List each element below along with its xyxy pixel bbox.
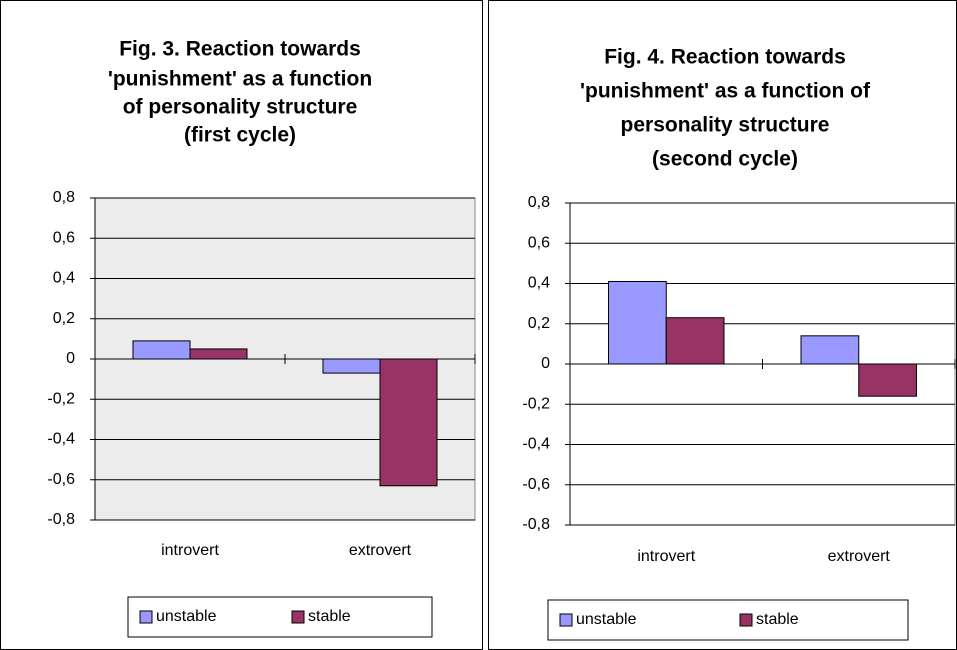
y-tick-label: 0,8 bbox=[53, 189, 75, 206]
legend-label: unstable bbox=[156, 608, 217, 625]
x-tick-label: extrovert bbox=[828, 548, 891, 565]
chart-title: Fig. 4. Reaction towards bbox=[604, 46, 846, 69]
x-tick-label: introvert bbox=[161, 542, 219, 559]
y-tick-label: 0,2 bbox=[528, 315, 550, 332]
x-tick-label: introvert bbox=[637, 548, 695, 565]
chart-title: 'punishment' as a function of bbox=[580, 80, 871, 103]
y-tick-label: -0,4 bbox=[47, 431, 75, 448]
y-tick-label: 0,6 bbox=[528, 234, 550, 251]
legend-label: stable bbox=[756, 611, 799, 628]
chart-title: of personality structure bbox=[123, 96, 358, 119]
bar bbox=[800, 335, 860, 365]
chart-title: 'punishment' as a function bbox=[108, 68, 372, 91]
y-tick-label: 0,8 bbox=[528, 194, 550, 211]
legend-swatch bbox=[291, 610, 305, 624]
legend-label: unstable bbox=[576, 611, 637, 628]
legend-swatch bbox=[739, 613, 753, 627]
legend-box bbox=[127, 596, 433, 638]
chart-title: personality structure bbox=[621, 114, 830, 137]
y-tick-label: -0,6 bbox=[47, 471, 75, 488]
y-tick-label: 0,4 bbox=[528, 275, 550, 292]
bar bbox=[189, 348, 248, 360]
chart-title: (first cycle) bbox=[184, 124, 296, 147]
bar bbox=[608, 280, 667, 365]
y-tick-label: -0,2 bbox=[47, 390, 75, 407]
bar bbox=[132, 340, 191, 360]
chart-title: Fig. 3. Reaction towards bbox=[119, 38, 361, 61]
legend-label: stable bbox=[308, 608, 351, 625]
y-tick-label: -0,6 bbox=[522, 476, 550, 493]
y-tick-label: 0 bbox=[66, 350, 75, 367]
y-tick-label: 0,2 bbox=[53, 310, 75, 327]
bar bbox=[665, 317, 725, 365]
bar bbox=[379, 358, 438, 487]
y-tick-label: 0 bbox=[541, 355, 550, 372]
legend-box bbox=[547, 599, 909, 641]
chart-title: (second cycle) bbox=[652, 148, 798, 171]
x-tick-label: extrovert bbox=[349, 542, 412, 559]
bar bbox=[322, 358, 381, 374]
y-tick-label: -0,8 bbox=[47, 511, 75, 528]
legend-swatch bbox=[139, 610, 153, 624]
legend-swatch bbox=[559, 613, 573, 627]
y-tick-label: -0,4 bbox=[522, 436, 550, 453]
y-tick-label: -0,8 bbox=[522, 516, 550, 533]
bar bbox=[858, 363, 917, 397]
y-tick-label: 0,6 bbox=[53, 229, 75, 246]
y-tick-label: -0,2 bbox=[522, 395, 550, 412]
y-tick-label: 0,4 bbox=[53, 270, 75, 287]
